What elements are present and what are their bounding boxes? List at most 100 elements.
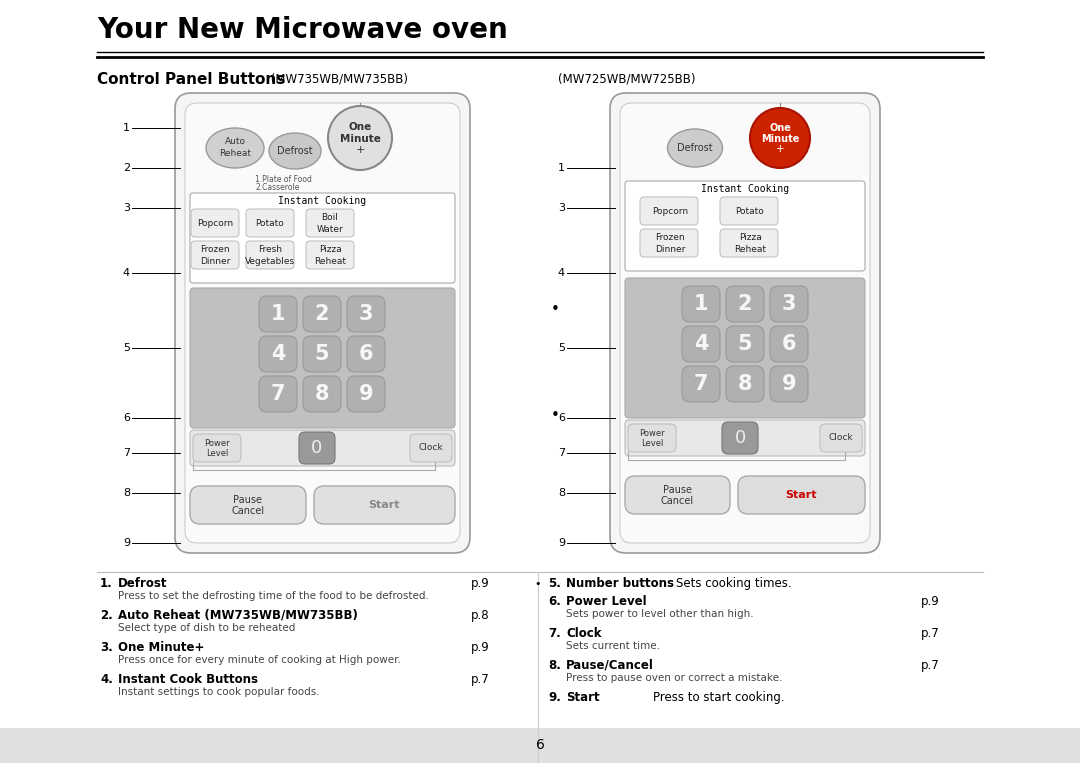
FancyBboxPatch shape bbox=[627, 424, 676, 452]
Text: 3: 3 bbox=[782, 294, 796, 314]
Text: 9: 9 bbox=[558, 538, 565, 548]
FancyBboxPatch shape bbox=[770, 286, 808, 322]
Text: Start: Start bbox=[785, 490, 816, 500]
Text: Defrost: Defrost bbox=[278, 146, 313, 156]
Text: 7.: 7. bbox=[548, 627, 561, 640]
FancyBboxPatch shape bbox=[303, 296, 341, 332]
Text: Pizza: Pizza bbox=[739, 233, 761, 243]
Text: Level: Level bbox=[206, 449, 228, 458]
FancyBboxPatch shape bbox=[0, 728, 1080, 763]
Text: Sets power to level other than high.: Sets power to level other than high. bbox=[566, 609, 754, 619]
Text: Potato: Potato bbox=[735, 207, 765, 215]
Text: •: • bbox=[551, 302, 559, 317]
FancyBboxPatch shape bbox=[347, 376, 384, 412]
Text: Sets cooking times.: Sets cooking times. bbox=[676, 577, 792, 590]
Text: Power: Power bbox=[639, 430, 665, 439]
Text: p.9: p.9 bbox=[471, 641, 490, 654]
Text: Water: Water bbox=[316, 224, 343, 233]
FancyBboxPatch shape bbox=[303, 376, 341, 412]
FancyBboxPatch shape bbox=[191, 241, 239, 269]
Text: Frozen: Frozen bbox=[656, 233, 685, 243]
Text: 4: 4 bbox=[123, 268, 130, 278]
Text: 6: 6 bbox=[782, 334, 796, 354]
Text: 8: 8 bbox=[738, 374, 753, 394]
FancyBboxPatch shape bbox=[314, 486, 455, 524]
Text: Instant Cooking: Instant Cooking bbox=[701, 184, 789, 194]
Text: Start: Start bbox=[368, 500, 400, 510]
Text: 8: 8 bbox=[314, 384, 329, 404]
FancyBboxPatch shape bbox=[303, 336, 341, 372]
Ellipse shape bbox=[269, 133, 321, 169]
FancyBboxPatch shape bbox=[620, 103, 870, 543]
Text: 1.: 1. bbox=[100, 577, 112, 590]
Text: 1: 1 bbox=[693, 294, 708, 314]
FancyBboxPatch shape bbox=[681, 366, 720, 402]
Text: 4.: 4. bbox=[100, 673, 113, 686]
FancyBboxPatch shape bbox=[625, 278, 865, 418]
Text: 2: 2 bbox=[314, 304, 329, 324]
FancyBboxPatch shape bbox=[259, 376, 297, 412]
FancyBboxPatch shape bbox=[723, 422, 758, 454]
FancyBboxPatch shape bbox=[820, 424, 862, 452]
Text: •: • bbox=[535, 579, 541, 589]
Text: Potato: Potato bbox=[256, 218, 284, 227]
Text: 2.Casserole: 2.Casserole bbox=[255, 183, 299, 192]
Text: One: One bbox=[769, 123, 791, 133]
Text: Instant Cooking: Instant Cooking bbox=[278, 196, 366, 206]
Text: Reheat: Reheat bbox=[219, 150, 251, 159]
FancyBboxPatch shape bbox=[738, 476, 865, 514]
FancyBboxPatch shape bbox=[306, 209, 354, 237]
Text: Pause: Pause bbox=[233, 495, 262, 505]
Text: Power: Power bbox=[204, 439, 230, 449]
Text: Reheat: Reheat bbox=[734, 244, 766, 253]
Text: Instant Cook Buttons: Instant Cook Buttons bbox=[118, 673, 258, 686]
Text: Pause/Cancel: Pause/Cancel bbox=[566, 659, 653, 672]
FancyBboxPatch shape bbox=[720, 197, 778, 225]
FancyBboxPatch shape bbox=[726, 326, 764, 362]
Text: 4: 4 bbox=[558, 268, 565, 278]
FancyBboxPatch shape bbox=[640, 197, 698, 225]
FancyBboxPatch shape bbox=[190, 486, 306, 524]
Ellipse shape bbox=[206, 128, 264, 168]
FancyBboxPatch shape bbox=[720, 229, 778, 257]
FancyBboxPatch shape bbox=[259, 336, 297, 372]
Text: Power Level: Power Level bbox=[566, 595, 647, 608]
FancyBboxPatch shape bbox=[190, 430, 455, 466]
Text: Press to set the defrosting time of the food to be defrosted.: Press to set the defrosting time of the … bbox=[118, 591, 429, 601]
Text: Popcorn: Popcorn bbox=[652, 207, 688, 215]
Text: Start: Start bbox=[566, 691, 599, 704]
Text: Fresh: Fresh bbox=[258, 246, 282, 255]
FancyBboxPatch shape bbox=[726, 286, 764, 322]
Text: Auto: Auto bbox=[225, 137, 245, 146]
Text: 6: 6 bbox=[536, 738, 544, 752]
Text: 3: 3 bbox=[558, 203, 565, 213]
Text: 7: 7 bbox=[271, 384, 285, 404]
Text: 0: 0 bbox=[734, 429, 745, 447]
FancyBboxPatch shape bbox=[190, 288, 455, 428]
Text: Pause: Pause bbox=[662, 485, 691, 495]
FancyBboxPatch shape bbox=[410, 434, 453, 462]
Text: Level: Level bbox=[640, 439, 663, 448]
Text: Clock: Clock bbox=[566, 627, 602, 640]
FancyBboxPatch shape bbox=[193, 434, 241, 462]
FancyBboxPatch shape bbox=[185, 103, 460, 543]
FancyBboxPatch shape bbox=[347, 296, 384, 332]
Text: 5: 5 bbox=[738, 334, 753, 354]
Text: 6: 6 bbox=[359, 344, 374, 364]
Text: 1: 1 bbox=[271, 304, 285, 324]
Text: One Minute+: One Minute+ bbox=[118, 641, 204, 654]
FancyBboxPatch shape bbox=[625, 476, 730, 514]
Text: Press to pause oven or correct a mistake.: Press to pause oven or correct a mistake… bbox=[566, 673, 782, 683]
Text: (MW725WB/MW725BB): (MW725WB/MW725BB) bbox=[558, 72, 696, 85]
Text: 6: 6 bbox=[123, 413, 130, 423]
Text: •: • bbox=[551, 407, 559, 423]
Text: Press to start cooking.: Press to start cooking. bbox=[608, 691, 785, 704]
Text: 7: 7 bbox=[558, 448, 565, 458]
Text: 6: 6 bbox=[558, 413, 565, 423]
FancyBboxPatch shape bbox=[625, 420, 865, 456]
Text: 8: 8 bbox=[558, 488, 565, 498]
Text: Dinner: Dinner bbox=[200, 256, 230, 266]
Text: Clock: Clock bbox=[828, 433, 853, 443]
Text: p.7: p.7 bbox=[921, 627, 940, 640]
Text: Control Panel Buttons: Control Panel Buttons bbox=[97, 72, 285, 87]
